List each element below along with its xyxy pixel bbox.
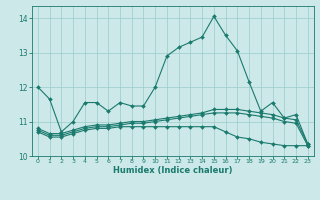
X-axis label: Humidex (Indice chaleur): Humidex (Indice chaleur) [113, 166, 233, 175]
